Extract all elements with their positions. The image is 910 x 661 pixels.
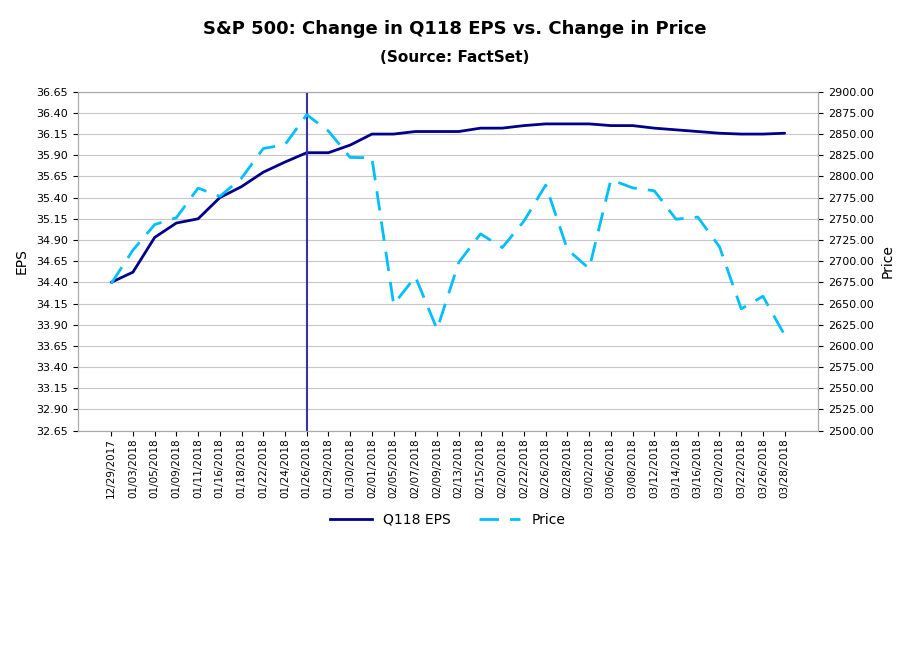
Text: (Source: FactSet): (Source: FactSet) bbox=[380, 50, 530, 65]
Text: S&P 500: Change in Q118 EPS vs. Change in Price: S&P 500: Change in Q118 EPS vs. Change i… bbox=[203, 20, 707, 38]
Legend: Q118 EPS, Price: Q118 EPS, Price bbox=[325, 507, 571, 532]
Y-axis label: EPS: EPS bbox=[15, 249, 29, 274]
Y-axis label: Price: Price bbox=[881, 244, 895, 278]
